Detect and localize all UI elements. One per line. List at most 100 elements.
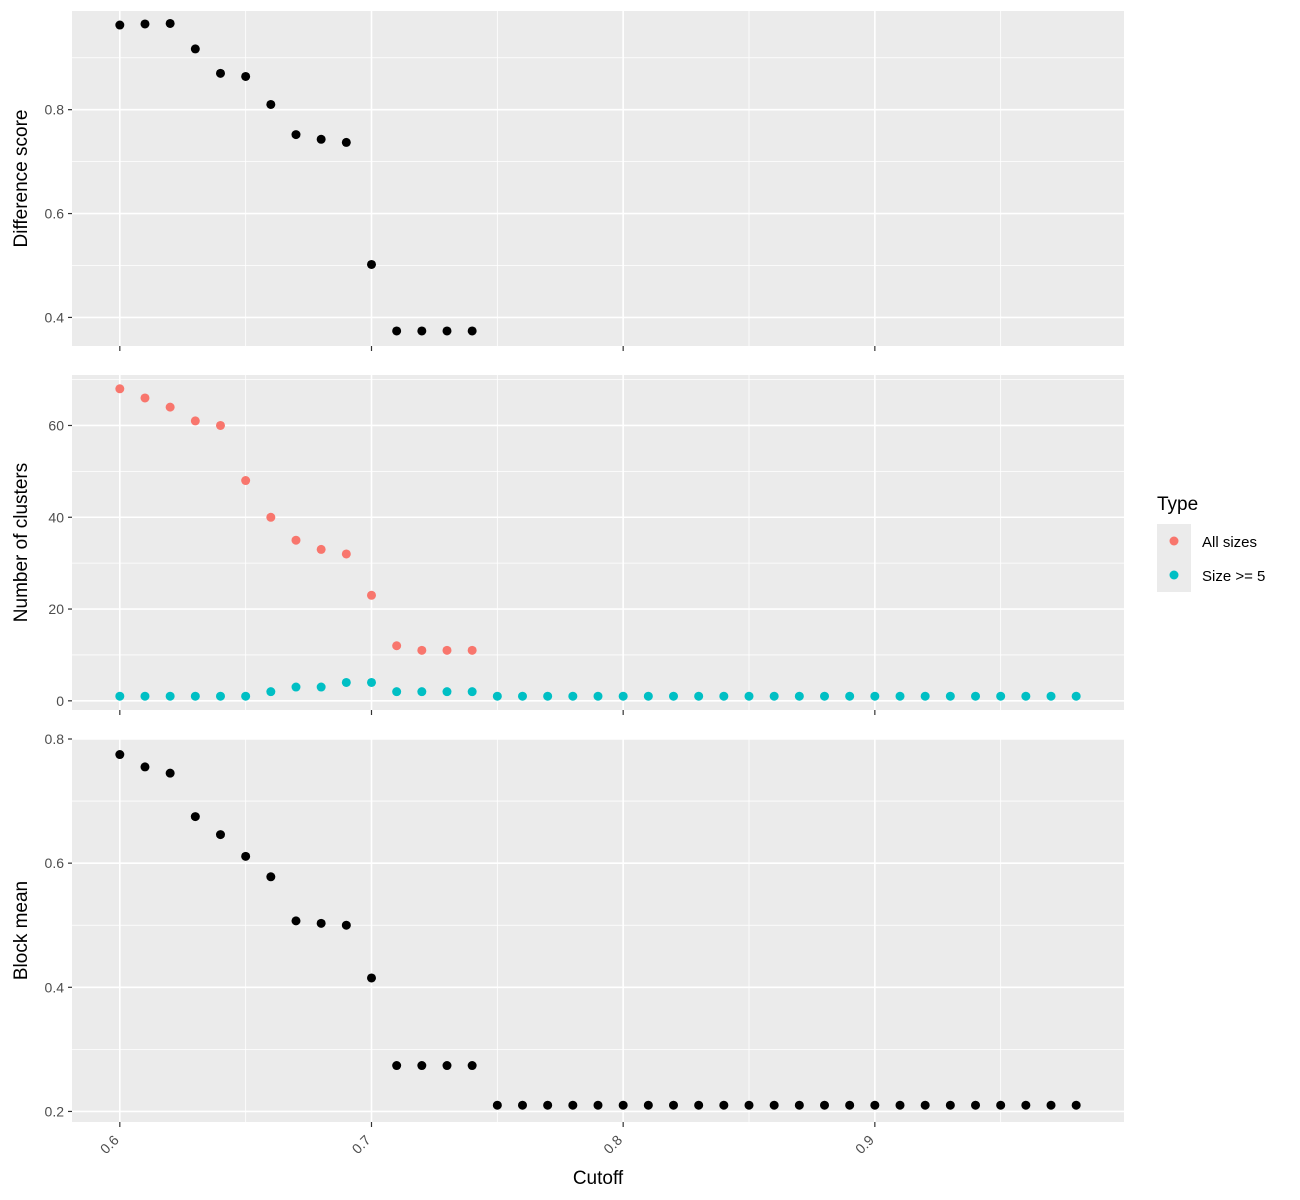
data-point-size-5	[895, 691, 905, 701]
data-point-size-5	[820, 691, 830, 701]
data-point-size-5	[794, 691, 804, 701]
data-point-size-5	[266, 687, 276, 697]
panel-background	[72, 375, 1124, 710]
panel-block-mean: 0.2 0.4 0.6 0.8 0.6 0.7 0.8 0.9 Block mean	[11, 731, 1124, 1157]
legend-key-size-5	[1169, 570, 1179, 580]
y-tick-label: 0.8	[45, 731, 65, 747]
data-point-size-5	[1071, 691, 1081, 701]
y-tick-label: 0.2	[45, 1103, 65, 1119]
data-point-point	[316, 918, 326, 928]
data-point-point	[366, 973, 376, 983]
y-tick-label: 20	[48, 601, 64, 617]
data-point-point	[316, 134, 326, 144]
data-point-point	[920, 1100, 930, 1110]
y-tick-label: 60	[48, 417, 64, 433]
data-point-point	[543, 1100, 553, 1110]
data-point-size-5	[593, 691, 603, 701]
data-point-point	[492, 1100, 502, 1110]
data-point-all-sizes	[266, 512, 276, 522]
data-point-size-5	[316, 682, 326, 692]
data-point-size-5	[920, 691, 930, 701]
data-point-point	[417, 326, 427, 336]
data-point-size-5	[341, 677, 351, 687]
data-point-all-sizes	[241, 476, 251, 486]
data-point-size-5	[392, 687, 402, 697]
data-point-point	[568, 1100, 578, 1110]
y-tick-label: 0.6	[45, 855, 65, 871]
data-point-point	[291, 916, 301, 926]
data-point-point	[1046, 1100, 1056, 1110]
data-point-size-5	[115, 691, 125, 701]
y-tick-label: 0.6	[45, 206, 65, 222]
data-point-all-sizes	[442, 645, 452, 655]
data-point-all-sizes	[165, 402, 175, 412]
legend-key-all-sizes	[1169, 536, 1179, 546]
y-tick-label: 40	[48, 509, 64, 525]
data-point-size-5	[971, 691, 981, 701]
x-tick-label: 0.7	[349, 1132, 374, 1157]
data-point-point	[115, 750, 125, 760]
data-point-all-sizes	[392, 641, 402, 651]
data-point-size-5	[845, 691, 855, 701]
data-point-size-5	[190, 691, 200, 701]
data-point-point	[442, 1061, 452, 1071]
data-point-point	[341, 920, 351, 930]
y-axis-title: Number of clusters	[11, 463, 32, 622]
x-tick-label: 0.6	[97, 1132, 122, 1157]
data-point-size-5	[996, 691, 1006, 701]
data-point-all-sizes	[215, 420, 225, 430]
data-point-all-sizes	[316, 544, 326, 554]
data-point-size-5	[870, 691, 880, 701]
data-point-point	[971, 1100, 981, 1110]
data-point-point	[140, 19, 150, 29]
data-point-all-sizes	[417, 645, 427, 655]
data-point-all-sizes	[115, 384, 125, 394]
data-point-point	[1021, 1100, 1031, 1110]
panel-difference-score: 0.4 0.6 0.8 Difference score	[11, 11, 1124, 351]
panel-background	[72, 739, 1124, 1122]
data-point-size-5	[442, 687, 452, 697]
data-point-all-sizes	[341, 549, 351, 559]
x-tick-label: 0.8	[600, 1132, 625, 1157]
data-point-point	[643, 1100, 653, 1110]
y-tick-label: 0.8	[45, 102, 65, 118]
chart-panels: 0.4 0.6 0.8 Difference score 0 20 40 60 Number o…	[11, 11, 1124, 1157]
data-point-size-5	[165, 691, 175, 701]
data-point-size-5	[291, 682, 301, 692]
data-point-size-5	[492, 691, 502, 701]
x-tick-label: 0.9	[852, 1132, 877, 1157]
data-point-point	[392, 1061, 402, 1071]
data-point-point	[266, 872, 276, 882]
data-point-point	[1071, 1100, 1081, 1110]
data-point-all-sizes	[190, 416, 200, 426]
data-point-point	[366, 259, 376, 269]
data-point-point	[794, 1100, 804, 1110]
data-point-point	[467, 1061, 477, 1071]
data-point-size-5	[744, 691, 754, 701]
data-point-size-5	[945, 691, 955, 701]
data-point-size-5	[517, 691, 527, 701]
legend-title: Type	[1157, 494, 1198, 515]
data-point-all-sizes	[291, 535, 301, 545]
data-point-size-5	[1046, 691, 1056, 701]
data-point-size-5	[694, 691, 704, 701]
data-point-point	[769, 1100, 779, 1110]
legend: Type All sizes Size >= 5	[1157, 494, 1265, 592]
legend-label-size-5: Size >= 5	[1202, 568, 1265, 585]
data-point-size-5	[643, 691, 653, 701]
data-point-size-5	[417, 687, 427, 697]
data-point-point	[744, 1100, 754, 1110]
data-point-point	[266, 99, 276, 109]
data-point-point	[895, 1100, 905, 1110]
data-point-point	[165, 18, 175, 28]
data-point-point	[467, 326, 477, 336]
data-point-point	[820, 1100, 830, 1110]
panel-number-of-clusters: 0 20 40 60 Number of clusters	[11, 375, 1124, 715]
data-point-point	[140, 762, 150, 772]
data-point-point	[341, 137, 351, 147]
data-point-point	[165, 768, 175, 778]
y-axis-title: Block mean	[11, 881, 32, 980]
data-point-point	[517, 1100, 527, 1110]
y-axis-title: Difference score	[11, 110, 32, 248]
